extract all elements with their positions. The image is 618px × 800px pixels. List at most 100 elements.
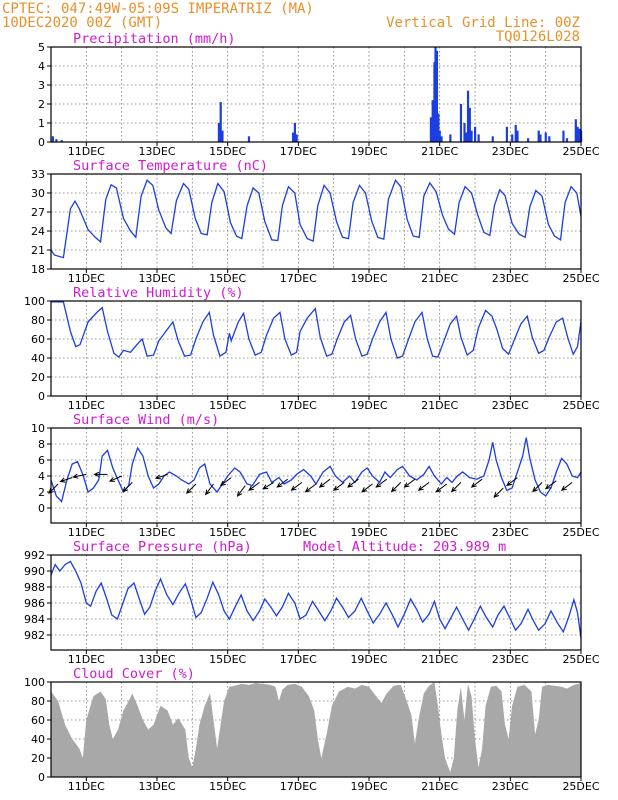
precip-bar	[578, 128, 581, 142]
x-tick-label: 25DEC	[562, 399, 599, 412]
y-tick-label: 60	[31, 714, 45, 727]
x-tick-label: 13DEC	[138, 526, 175, 539]
x-tick-label: 17DEC	[280, 780, 317, 793]
wind-arrow	[248, 482, 260, 491]
panel-title: Surface Wind (m/s)	[73, 412, 219, 428]
y-tick-label: 990	[24, 565, 45, 578]
y-tick-label: 21	[31, 244, 45, 257]
x-tick-label: 17DEC	[280, 399, 317, 412]
precip-bar	[516, 130, 519, 142]
panel-3: 0 20 40 60 80 100 11DEC 13DEC 15DEC 17DEC 19DEC 21D…	[24, 285, 600, 412]
y-tick-label: 40	[31, 733, 45, 746]
panel-frame	[50, 681, 582, 778]
panel-title: Relative Humidity (%)	[73, 285, 244, 301]
x-tick-label: 15DEC	[209, 145, 246, 158]
precip-bar	[565, 138, 569, 142]
panel-frame	[50, 173, 582, 270]
wind-arrow	[347, 478, 359, 488]
precip-bar	[438, 130, 441, 142]
wind-arrow	[403, 478, 416, 488]
x-tick-label: 19DEC	[350, 399, 387, 412]
wind-arrow	[205, 483, 214, 496]
y-tick-label: 6	[38, 454, 45, 467]
x-tick-label: 23DEC	[492, 526, 529, 539]
precip-bar	[60, 140, 63, 142]
x-tick-label: 19DEC	[350, 526, 387, 539]
wind-arrow	[506, 477, 518, 487]
precip-bar	[295, 134, 298, 142]
y-tick-label: 60	[31, 333, 45, 346]
y-tick-label: 0	[38, 136, 45, 149]
x-tick-label: 23DEC	[492, 653, 529, 666]
precip-bar	[293, 123, 296, 142]
y-tick-label: 33	[31, 168, 45, 181]
cloud-area	[51, 682, 581, 777]
x-tick-label: 19DEC	[350, 653, 387, 666]
precip-bar	[468, 107, 471, 142]
x-tick-label: 25DEC	[562, 653, 599, 666]
y-tick-label: 80	[31, 695, 45, 708]
x-tick-label: 17DEC	[280, 653, 317, 666]
x-tick-label: 21DEC	[421, 145, 458, 158]
y-tick-label: 10	[31, 422, 45, 435]
wind-arrow	[236, 485, 246, 497]
wind-arrow	[493, 487, 504, 498]
wind-arrow	[48, 483, 59, 494]
precip-bar	[51, 136, 54, 142]
panel-6: 0 20 40 60 80 100 11DEC 13DEC 15DEC 17DEC 19DEC 21D…	[24, 666, 600, 793]
wind-arrow	[332, 482, 345, 491]
wind-arrow	[290, 482, 303, 491]
x-tick-label: 17DEC	[280, 145, 317, 158]
x-tick-label: 21DEC	[421, 526, 458, 539]
y-tick-label: 1	[38, 117, 45, 130]
wind-arrow	[417, 482, 430, 491]
x-tick-label: 25DEC	[562, 272, 599, 285]
header-start-date: 10DEC2020 00Z (GMT)	[2, 15, 162, 31]
panel-frame	[50, 554, 582, 651]
precip-bar	[477, 134, 480, 142]
panel-frame	[50, 427, 582, 524]
y-tick-label: 2	[38, 98, 45, 111]
x-tick-label: 23DEC	[492, 272, 529, 285]
panel-5: 982 984 986 988 990 992 11DEC 13DEC 15DEC 17DEC 19…	[24, 539, 600, 666]
precip-bar	[539, 134, 542, 142]
header-model-code: TQ0126L028	[496, 29, 580, 45]
y-tick-label: 2	[38, 486, 45, 499]
panel-title: Surface Pressure (hPa)	[73, 539, 252, 555]
x-tick-label: 21DEC	[421, 399, 458, 412]
y-tick-label: 988	[24, 581, 45, 594]
x-tick-label: 23DEC	[492, 145, 529, 158]
y-tick-label: 0	[38, 390, 45, 403]
panel-title: Surface Temperature (nC)	[73, 158, 268, 174]
wind-arrow	[532, 482, 543, 493]
y-tick-label: 984	[24, 613, 45, 626]
panel-1: 0 1 2 3 4 5 11DEC 13DEC 15DEC 17DEC 19DEC 21DEC 23DE…	[38, 31, 600, 158]
precip-bar	[544, 132, 547, 142]
precip-bar	[434, 47, 437, 142]
x-tick-label: 13DEC	[138, 399, 175, 412]
wind-arrow	[361, 483, 373, 493]
series-line	[50, 179, 582, 259]
y-tick-label: 4	[38, 60, 45, 73]
x-tick-label: 19DEC	[350, 780, 387, 793]
x-tick-label: 21DEC	[421, 272, 458, 285]
y-tick-label: 4	[38, 470, 45, 483]
x-tick-label: 11DEC	[68, 145, 105, 158]
precip-bar	[463, 123, 466, 142]
wind-arrow	[276, 478, 288, 488]
x-tick-label: 19DEC	[350, 145, 387, 158]
y-tick-label: 24	[31, 225, 45, 238]
y-tick-label: 18	[31, 263, 45, 276]
y-tick-label: 5	[38, 41, 45, 54]
wind-arrow	[59, 477, 73, 483]
y-tick-label: 0	[38, 502, 45, 515]
wind-arrow	[375, 478, 387, 488]
precip-bar	[562, 130, 565, 142]
y-tick-label: 992	[24, 549, 45, 562]
header-station: CPTEC: 047:49W-05:09S IMPERATRIZ (MA)	[2, 1, 314, 17]
y-tick-label: 0	[38, 771, 45, 784]
precip-bar	[217, 123, 221, 142]
wind-arrow	[318, 478, 331, 488]
panel-frame	[50, 46, 582, 143]
wind-arrow	[544, 480, 557, 490]
